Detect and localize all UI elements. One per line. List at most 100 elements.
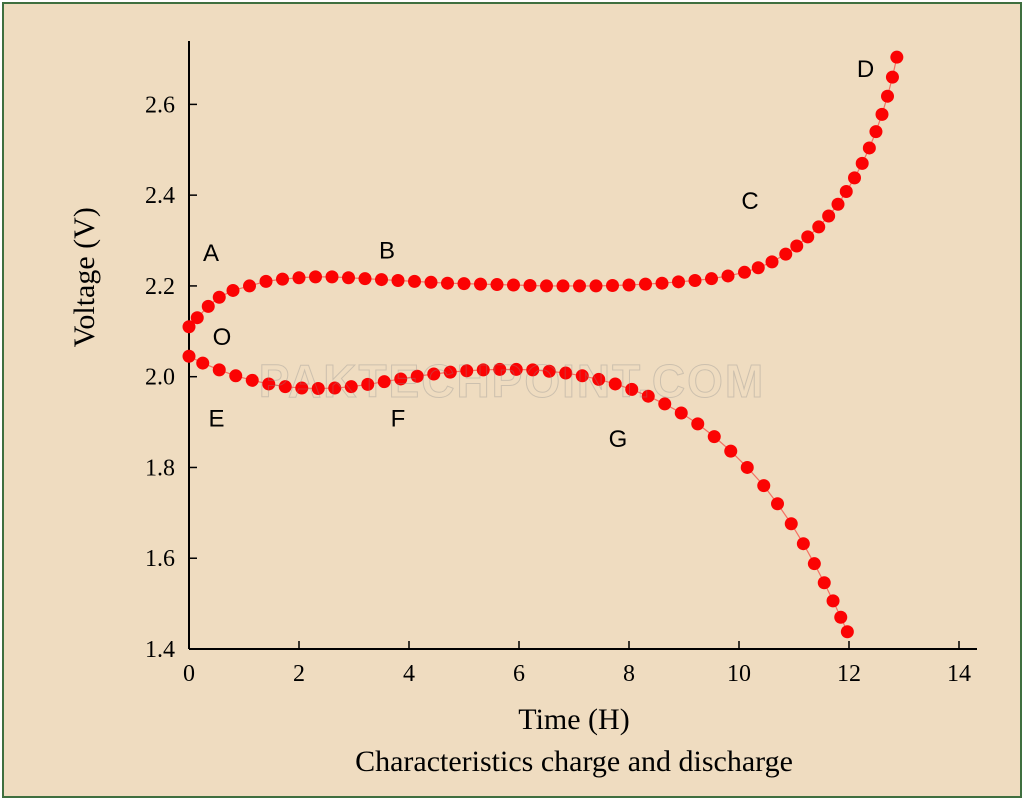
- discharge-series-point: [510, 363, 523, 376]
- y-tick-label: 1.4: [145, 637, 175, 663]
- charge-series-point: [425, 276, 438, 289]
- charge-series-point: [623, 279, 636, 292]
- charge-series-point: [375, 273, 388, 286]
- discharge-series-point: [797, 537, 810, 550]
- charge-series-point: [392, 274, 405, 287]
- charge-series-point: [672, 275, 685, 288]
- discharge-series-point: [675, 407, 688, 420]
- chart-frame: 024681012141.41.61.82.02.22.42.6Time (H)…: [2, 2, 1022, 798]
- discharge-series-point: [213, 363, 226, 376]
- charge-series-point: [869, 125, 882, 138]
- discharge-series-point: [708, 430, 721, 443]
- charge-series-point: [801, 230, 814, 243]
- annotation-g: G: [609, 426, 628, 453]
- charge-series-point: [507, 279, 520, 292]
- discharge-series-line: [189, 356, 847, 631]
- charge-series-point: [524, 279, 537, 292]
- annotation-d: D: [857, 56, 874, 83]
- discharge-series-point: [526, 363, 539, 376]
- y-tick-label: 1.8: [145, 455, 175, 481]
- charge-series-point: [491, 278, 504, 291]
- charge-series-point: [840, 185, 853, 198]
- discharge-series-point: [757, 479, 770, 492]
- annotation-a: A: [203, 240, 219, 267]
- discharge-series-point: [658, 397, 671, 410]
- charge-series-point: [408, 275, 421, 288]
- charge-series-point: [812, 220, 825, 233]
- discharge-series-point: [559, 367, 572, 380]
- discharge-series-point: [625, 383, 638, 396]
- charge-series-point: [766, 255, 779, 268]
- discharge-series-point: [312, 382, 325, 395]
- x-tick-label: 6: [513, 661, 525, 687]
- discharge-series-point: [543, 365, 556, 378]
- charge-series-point: [458, 277, 471, 290]
- charge-series-point: [832, 198, 845, 211]
- discharge-series-point: [183, 350, 196, 363]
- charge-series-point: [886, 71, 899, 84]
- discharge-series-point: [295, 382, 308, 395]
- charge-series-point: [309, 270, 322, 283]
- charge-series-point: [856, 157, 869, 170]
- discharge-series-point: [477, 363, 490, 376]
- x-tick-label: 14: [947, 661, 971, 687]
- discharge-series-point: [841, 625, 854, 638]
- discharge-series-point: [196, 357, 209, 370]
- x-axis-label: Time (H): [518, 703, 629, 736]
- discharge-series-point: [279, 380, 292, 393]
- charge-series-point: [822, 210, 835, 223]
- chart-svg: 024681012141.41.61.82.02.22.42.6Time (H)…: [4, 4, 1020, 796]
- charge-series-point: [573, 279, 586, 292]
- discharge-series-point: [262, 377, 275, 390]
- charge-series-point: [260, 275, 273, 288]
- y-tick-label: 2.6: [145, 92, 175, 118]
- discharge-series-point: [785, 517, 798, 530]
- charge-series-point: [191, 311, 204, 324]
- charge-series-point: [202, 300, 215, 313]
- discharge-series-point: [378, 375, 391, 388]
- charge-series-point: [227, 284, 240, 297]
- discharge-series-point: [827, 594, 840, 607]
- annotation-b: B: [379, 238, 395, 265]
- discharge-series-point: [411, 370, 424, 383]
- discharge-series-point: [427, 367, 440, 380]
- discharge-series-point: [741, 461, 754, 474]
- charge-series-point: [213, 291, 226, 304]
- discharge-series-point: [361, 378, 374, 391]
- y-tick-label: 2.0: [145, 365, 175, 391]
- charge-series-point: [557, 279, 570, 292]
- x-tick-label: 2: [293, 661, 305, 687]
- charge-series-point: [689, 274, 702, 287]
- annotation-c: C: [741, 188, 758, 215]
- charge-series-point: [738, 266, 751, 279]
- charge-series-point: [790, 239, 803, 252]
- charge-series-point: [656, 277, 669, 290]
- y-axis-label: Voltage (V): [68, 207, 101, 347]
- x-tick-label: 12: [837, 661, 861, 687]
- charge-series-point: [359, 272, 372, 285]
- annotation-e: E: [208, 406, 224, 433]
- discharge-series-point: [229, 369, 242, 382]
- discharge-series-point: [345, 380, 358, 393]
- discharge-series-point: [592, 373, 605, 386]
- charge-series-point: [863, 141, 876, 154]
- charge-series-point: [326, 270, 339, 283]
- charge-series-point: [342, 271, 355, 284]
- discharge-series-point: [460, 364, 473, 377]
- charge-series-point: [474, 278, 487, 291]
- discharge-series-point: [246, 374, 259, 387]
- discharge-series-point: [642, 390, 655, 403]
- x-tick-label: 10: [727, 661, 751, 687]
- discharge-series-point: [493, 363, 506, 376]
- discharge-series-point: [771, 497, 784, 510]
- charge-series-point: [590, 279, 603, 292]
- chart-caption: Characteristics charge and discharge: [355, 745, 793, 778]
- charge-series-point: [876, 108, 889, 121]
- charge-series-point: [705, 272, 718, 285]
- y-tick-label: 1.6: [145, 546, 175, 572]
- charge-series-point: [243, 279, 256, 292]
- annotation-o: O: [213, 324, 232, 351]
- charge-series-point: [441, 277, 454, 290]
- discharge-series-point: [444, 366, 457, 379]
- charge-series-point: [540, 279, 553, 292]
